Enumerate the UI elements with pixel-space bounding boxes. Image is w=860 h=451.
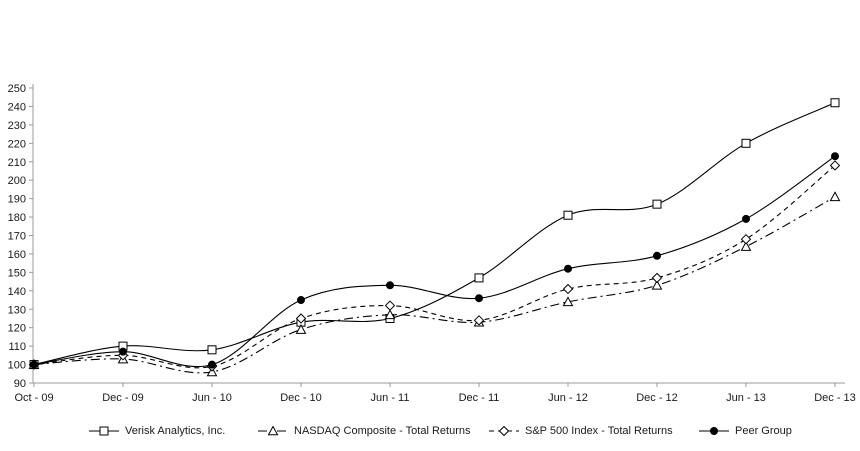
series-line <box>33 155 836 368</box>
triangle-open-marker-icon <box>829 191 841 202</box>
diamond-open-marker-icon <box>829 160 841 171</box>
diamond-open-marker-icon <box>295 313 307 324</box>
square-open-marker-icon <box>830 98 840 108</box>
series-square-open <box>33 102 836 366</box>
triangle-open-marker-icon <box>267 425 279 436</box>
y-tick-label: 160 <box>8 249 26 261</box>
series-markers <box>28 191 841 377</box>
series-circle-filled <box>33 155 836 368</box>
legend-label: S&P 500 Index - Total Returns <box>525 425 673 437</box>
y-tick-label: 230 <box>8 120 26 132</box>
diamond-open-marker-icon <box>498 425 510 437</box>
diamond-open-marker-icon <box>384 300 396 311</box>
series-line <box>33 196 836 374</box>
chart-legend: Verisk Analytics, Inc. NASDAQ Composite -… <box>0 423 860 443</box>
y-tick-label: 180 <box>8 212 26 224</box>
series-markers <box>30 152 839 369</box>
x-tick-label: Jun - 11 <box>371 392 410 404</box>
x-tick-label: Dec - 10 <box>280 392 322 404</box>
square-open-marker-icon <box>207 345 217 355</box>
y-tick-label: 200 <box>8 175 26 187</box>
legend-triangle-open-sample-icon <box>258 425 288 436</box>
y-tick-label: 100 <box>8 360 26 372</box>
square-open-marker-icon <box>99 426 109 436</box>
square-open-marker-icon <box>563 210 573 220</box>
triangle-open-marker-icon <box>740 241 752 251</box>
x-tick-label: Jun - 12 <box>548 392 588 404</box>
legend-item: S&P 500 Index - Total Returns <box>488 423 673 439</box>
series-line <box>33 164 836 369</box>
circle-filled-marker-icon <box>208 360 216 369</box>
y-tick-label: 250 <box>8 83 26 95</box>
circle-filled-marker-icon <box>564 264 572 273</box>
legend-label: NASDAQ Composite - Total Returns <box>294 425 471 437</box>
circle-filled-marker-icon <box>831 152 839 161</box>
y-tick-label: 110 <box>8 341 26 353</box>
y-tick-label: 150 <box>8 267 26 279</box>
x-tick-label: Dec - 12 <box>636 392 678 404</box>
y-tick-label: 130 <box>8 304 26 316</box>
circle-filled-marker-icon <box>653 251 661 260</box>
legend-item: Verisk Analytics, Inc. <box>88 423 225 439</box>
series-markers <box>28 160 841 372</box>
circle-filled-marker-icon <box>475 294 483 303</box>
y-tick-label: 90 <box>14 378 26 390</box>
circle-filled-marker-icon <box>297 296 305 305</box>
y-tick-label: 220 <box>8 138 26 150</box>
y-tick-label: 120 <box>8 323 26 335</box>
diamond-open-marker-icon <box>473 315 485 326</box>
legend-label: Verisk Analytics, Inc. <box>125 425 226 437</box>
triangle-open-marker-icon <box>562 296 574 307</box>
series-triangle-open <box>33 196 836 374</box>
square-open-marker-icon <box>741 138 751 148</box>
legend-diamond-open-sample-icon <box>489 425 519 437</box>
diamond-open-marker-icon <box>562 283 574 295</box>
triangle-open-marker-icon <box>651 279 663 290</box>
series-line <box>33 102 836 366</box>
legend-circle-filled-sample-icon <box>699 427 729 435</box>
y-tick-label: 210 <box>8 157 26 169</box>
series-diamond-open <box>33 164 836 369</box>
y-tick-label: 190 <box>8 194 26 206</box>
square-open-marker-icon <box>652 199 662 209</box>
triangle-open-marker-icon <box>295 323 307 334</box>
legend-square-open-sample-icon <box>89 426 119 436</box>
square-open-marker-icon <box>474 273 484 283</box>
performance-line-chart: 90 100 110 120 130 140 150 160 170 180 190 200 210 22… <box>8 83 856 404</box>
y-tick-label: 240 <box>8 101 26 113</box>
legend-label: Peer Group <box>735 425 792 437</box>
circle-filled-marker-icon <box>742 214 750 223</box>
y-tick-label: 140 <box>8 286 26 298</box>
diamond-open-marker-icon <box>651 272 663 284</box>
x-tick-label: Jun - 10 <box>192 392 232 404</box>
y-tick-label: 170 <box>8 231 26 243</box>
legend-item: Peer Group <box>698 423 792 439</box>
x-tick-label: Dec - 13 <box>814 392 856 404</box>
x-tick-label: Dec - 11 <box>459 392 500 404</box>
circle-filled-marker-icon <box>30 360 38 369</box>
diamond-open-marker-icon <box>740 233 752 245</box>
x-tick-label: Jun - 13 <box>726 392 766 404</box>
circle-filled-marker-icon <box>386 281 394 290</box>
legend-item: NASDAQ Composite - Total Returns <box>257 423 470 439</box>
circle-filled-marker-icon <box>710 427 718 435</box>
circle-filled-marker-icon <box>119 347 127 356</box>
x-tick-label: Dec - 09 <box>102 392 144 404</box>
triangle-open-marker-icon <box>384 309 396 320</box>
x-tick-label: Oct - 09 <box>14 392 53 404</box>
